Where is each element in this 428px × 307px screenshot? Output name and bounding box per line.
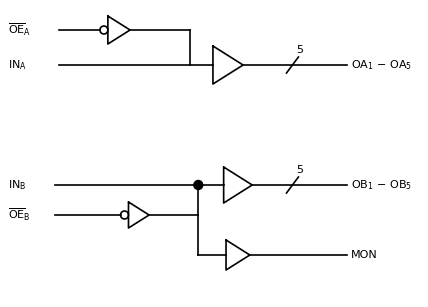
Text: $\mathrm{OA_1\ \mathsf{-}\ OA_5}$: $\mathrm{OA_1\ \mathsf{-}\ OA_5}$ [351,58,412,72]
Circle shape [194,181,203,189]
Text: $\mathrm{IN}_\mathrm{B}$: $\mathrm{IN}_\mathrm{B}$ [8,178,27,192]
Text: MON: MON [351,250,377,260]
Text: $\overline{\mathrm{OE}}_\mathrm{B}$: $\overline{\mathrm{OE}}_\mathrm{B}$ [8,207,30,223]
Text: 5: 5 [297,165,303,175]
Text: $\mathrm{OB_1\ \mathsf{-}\ OB_5}$: $\mathrm{OB_1\ \mathsf{-}\ OB_5}$ [351,178,412,192]
Text: 5: 5 [297,45,303,55]
Text: $\overline{\mathrm{OE}}_\mathrm{A}$: $\overline{\mathrm{OE}}_\mathrm{A}$ [8,22,31,38]
Text: $\mathrm{IN}_\mathrm{A}$: $\mathrm{IN}_\mathrm{A}$ [8,58,27,72]
